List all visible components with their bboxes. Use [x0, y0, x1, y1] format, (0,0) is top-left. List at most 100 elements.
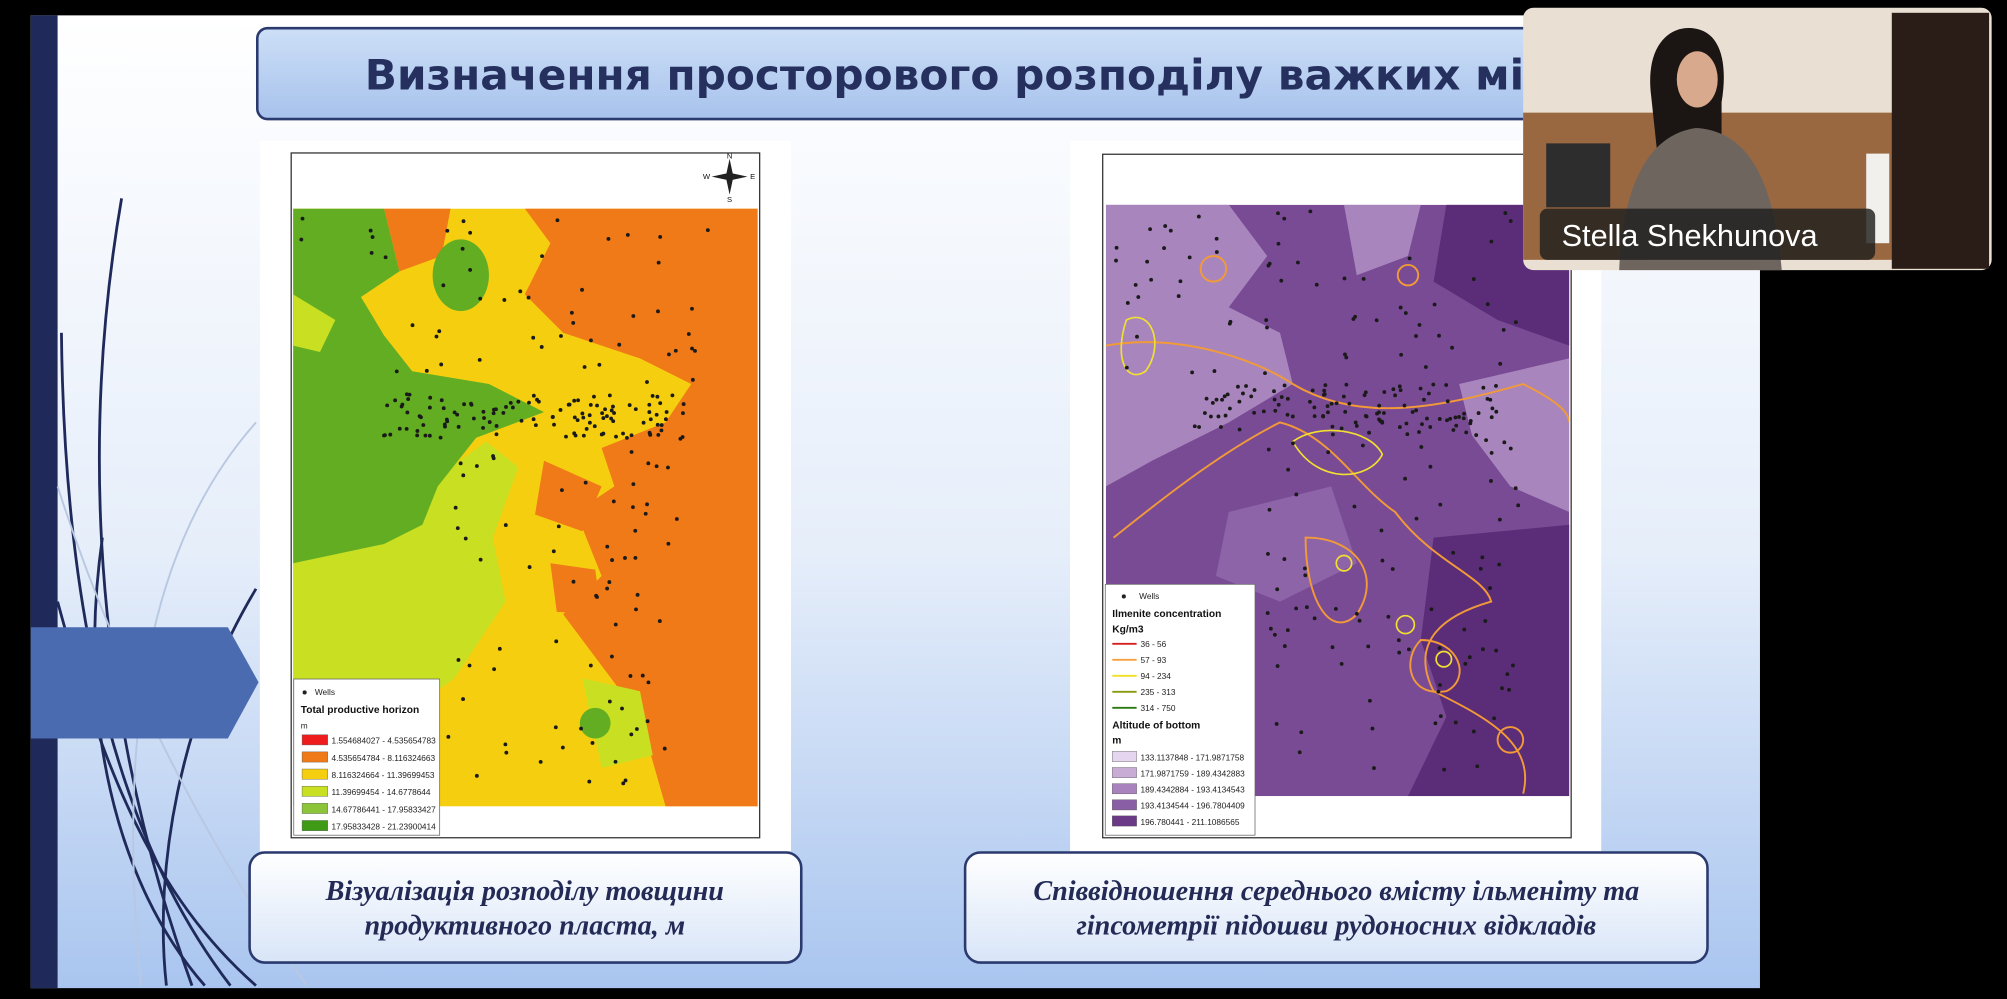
- well-dot: [550, 415, 555, 419]
- well-dot: [1266, 551, 1270, 556]
- caption-box: [963, 851, 1709, 964]
- well-dot: [673, 348, 678, 353]
- well-dot: [388, 432, 393, 437]
- well-dot: [1451, 550, 1456, 555]
- compass-s: S: [727, 195, 732, 204]
- well-dot: [467, 663, 472, 668]
- well-dot: [1214, 397, 1219, 402]
- well-dot: [1423, 365, 1428, 369]
- well-dot: [552, 422, 556, 427]
- well-dot: [1437, 333, 1441, 338]
- well-dot: [1236, 384, 1240, 389]
- well-dot: [427, 405, 432, 410]
- well-dot: [461, 219, 466, 224]
- well-dot: [397, 426, 402, 431]
- legend-class: 11.39699454 - 14.6778644: [332, 787, 431, 797]
- well-dot: [609, 408, 614, 413]
- well-dot: [594, 593, 599, 598]
- well-dot: [1273, 408, 1278, 413]
- well-dot: [382, 433, 387, 438]
- well-dot: [613, 622, 618, 627]
- well-dot: [468, 268, 473, 272]
- well-dot: [1285, 412, 1290, 417]
- well-dot: [502, 298, 507, 302]
- well-dot: [1237, 399, 1242, 404]
- well-dot: [1214, 236, 1219, 241]
- well-dot: [1282, 216, 1287, 221]
- well-dot: [497, 646, 502, 651]
- participant-name: Stella Shekhunova: [1562, 218, 1819, 253]
- well-dot: [1275, 664, 1280, 668]
- well-dot: [1403, 476, 1408, 481]
- well-dot: [643, 511, 648, 516]
- well-dot: [1363, 390, 1368, 395]
- well-dot: [1344, 355, 1349, 360]
- well-dot: [1489, 479, 1493, 483]
- map-zone: [582, 678, 653, 768]
- well-dot: [1478, 566, 1483, 571]
- well-dot: [583, 480, 588, 485]
- well-dot: [656, 260, 661, 265]
- well-dot: [1148, 227, 1153, 232]
- legend-unit: m: [1112, 736, 1121, 747]
- well-dot: [564, 434, 568, 439]
- well-dot: [1414, 408, 1419, 413]
- well-dot: [1125, 301, 1130, 305]
- well-dot: [1326, 410, 1330, 415]
- well-dot: [621, 431, 625, 436]
- contour-line: [1396, 264, 1420, 287]
- well-dot: [633, 407, 638, 412]
- well-dot: [1339, 661, 1344, 666]
- legend-swatch: [1112, 783, 1137, 795]
- map-zone: [1459, 358, 1570, 512]
- well-dot: [458, 461, 463, 466]
- well-dot: [666, 541, 671, 546]
- well-dot: [640, 673, 645, 678]
- well-dot: [1508, 446, 1513, 451]
- well-dot: [424, 368, 429, 373]
- well-dot: [438, 435, 443, 440]
- well-dot: [663, 417, 668, 422]
- well-dot: [1163, 224, 1168, 228]
- well-dot: [410, 323, 415, 328]
- well-dot: [601, 416, 606, 421]
- well-dot: [645, 380, 649, 384]
- well-dot: [1347, 401, 1352, 406]
- well-dot: [1265, 611, 1270, 615]
- well-dot: [1133, 282, 1138, 287]
- well-dot: [1484, 438, 1489, 443]
- well-dot: [1501, 327, 1506, 332]
- well-dot: [620, 706, 624, 711]
- well-dot: [1463, 661, 1468, 666]
- well-dot: [1372, 766, 1376, 771]
- well-dot: [370, 235, 375, 239]
- well-dot: [1149, 277, 1154, 282]
- well-dot: [1505, 672, 1510, 677]
- well-dot: [609, 416, 614, 421]
- well-dot: [1168, 228, 1173, 233]
- well-dot: [1308, 399, 1312, 404]
- well-dot: [1508, 219, 1513, 223]
- well-dot: [535, 397, 539, 402]
- well-dot: [1297, 750, 1302, 755]
- curve: [93, 537, 206, 987]
- well-dot: [588, 663, 593, 668]
- contour-line: [1120, 316, 1156, 376]
- well-dot: [628, 674, 633, 678]
- well-dot: [645, 502, 649, 507]
- well-dot: [421, 423, 426, 427]
- well-dot: [1252, 388, 1257, 392]
- well-dot: [629, 433, 634, 438]
- well-dot: [463, 536, 468, 541]
- well-dot: [1321, 392, 1326, 397]
- slide-title: Визначення просторового розподілу важких…: [365, 51, 1672, 100]
- map-zone: [432, 239, 489, 312]
- well-dot: [1222, 394, 1227, 399]
- well-dot: [648, 417, 653, 422]
- well-dot: [1275, 587, 1280, 592]
- wells: [1114, 209, 1521, 772]
- well-dot: [455, 412, 460, 417]
- well-dot: [1442, 767, 1447, 772]
- well-dot: [1370, 726, 1375, 731]
- well-dot: [1432, 302, 1437, 307]
